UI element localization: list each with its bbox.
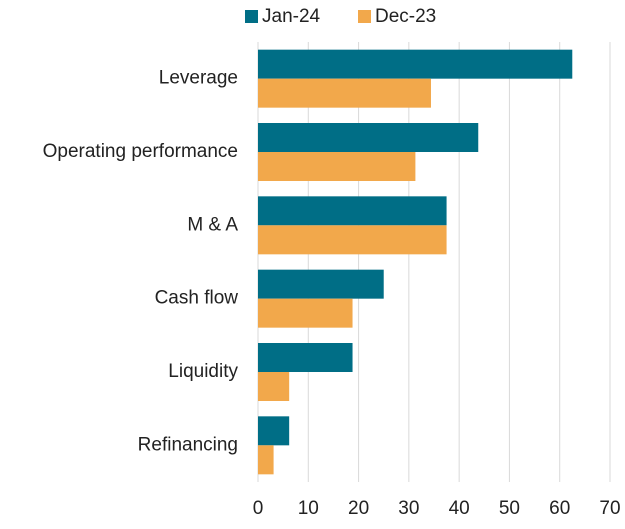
x-tick-label: 20 <box>348 498 369 519</box>
x-tick-label: 30 <box>398 498 419 519</box>
bar <box>258 298 353 328</box>
legend-swatch <box>358 10 371 23</box>
bar <box>258 123 479 152</box>
legend-swatch <box>245 10 258 23</box>
y-tick-label: Refinancing <box>138 434 238 455</box>
legend-label: Dec-23 <box>375 6 436 27</box>
y-tick-label: Cash flow <box>155 288 239 309</box>
legend-label: Jan-24 <box>262 6 321 27</box>
bar <box>258 225 447 255</box>
bar <box>258 372 290 401</box>
x-tick-label: 40 <box>449 498 470 519</box>
y-tick-label: M & A <box>187 214 238 235</box>
bar <box>258 343 353 372</box>
bar <box>258 152 416 181</box>
x-tick-label: 70 <box>599 498 620 519</box>
bar <box>258 49 573 79</box>
bar <box>258 196 447 226</box>
x-tick-label: 50 <box>499 498 520 519</box>
bar <box>258 445 274 475</box>
x-tick-label: 10 <box>298 498 319 519</box>
x-tick-label: 60 <box>549 498 570 519</box>
y-tick-label: Operating performance <box>43 141 238 162</box>
y-tick-label: Liquidity <box>168 361 238 382</box>
bar <box>258 416 290 446</box>
bar <box>258 78 431 108</box>
x-tick-label: 0 <box>253 498 264 519</box>
bar <box>258 269 384 299</box>
y-tick-label: Leverage <box>159 68 238 89</box>
